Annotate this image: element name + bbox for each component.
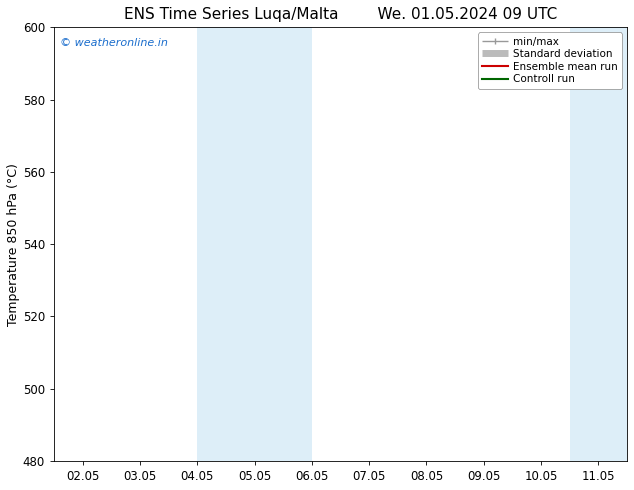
Bar	[598, 27, 627, 461]
Title: ENS Time Series Luqa/Malta        We. 01.05.2024 09 UTC: ENS Time Series Luqa/Malta We. 01.05.202…	[124, 7, 557, 22]
Legend: min/max, Standard deviation, Ensemble mean run, Controll run: min/max, Standard deviation, Ensemble me…	[477, 32, 622, 89]
Bar	[197, 27, 312, 461]
Bar	[570, 27, 598, 461]
Text: © weatheronline.in: © weatheronline.in	[60, 38, 167, 48]
Y-axis label: Temperature 850 hPa (°C): Temperature 850 hPa (°C)	[7, 163, 20, 325]
